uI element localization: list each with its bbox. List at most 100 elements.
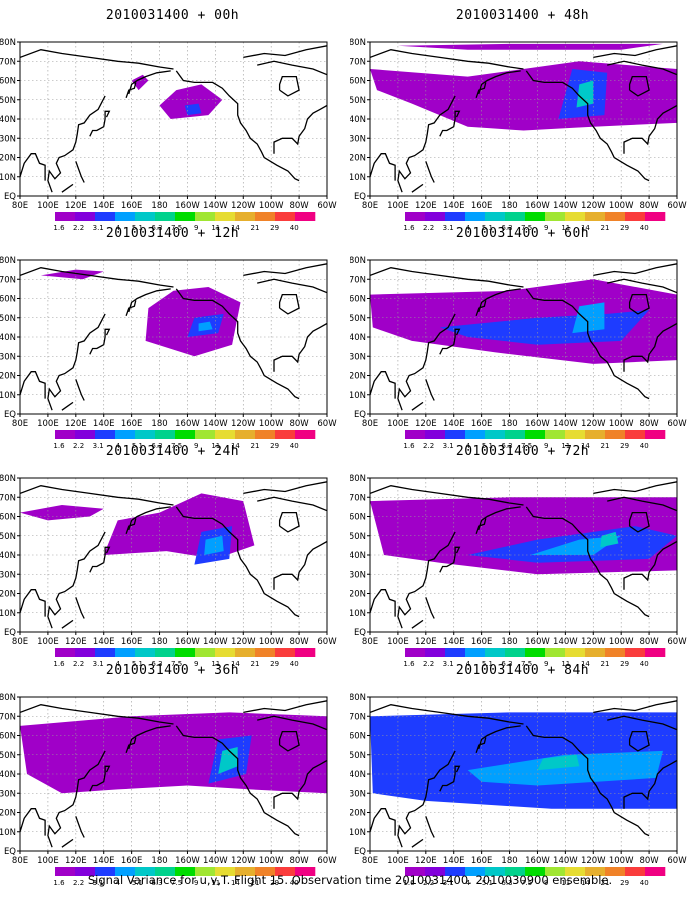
colorbar-swatch xyxy=(465,867,486,876)
coastline xyxy=(623,104,677,154)
colorbar-level-label: 5.1 xyxy=(132,660,143,668)
colorbar-level-label: 11 xyxy=(211,660,220,668)
colorbar-level-label: 9 xyxy=(194,224,198,232)
lat-tick-label: 50N xyxy=(0,314,16,324)
lat-tick-label: 60N xyxy=(350,732,366,742)
colorbar-swatch xyxy=(195,867,216,876)
lon-tick-label: 120W xyxy=(581,419,606,429)
coastline xyxy=(475,737,487,754)
colorbar-swatch xyxy=(215,212,236,221)
coastline xyxy=(628,730,650,752)
lon-tick-label: 140W xyxy=(553,856,578,866)
panel-title: 2010031400 + 24h xyxy=(105,444,240,459)
colorbar-level-label: 7.5 xyxy=(521,442,532,450)
lat-tick-label: 80N xyxy=(0,693,16,703)
colorbar-swatch xyxy=(645,867,666,876)
colorbar-swatch xyxy=(255,430,276,439)
coastline xyxy=(278,75,300,97)
map-plot: EQ 10N 20N 30N 40N 50N 60N 70N 80N 80E 100E 120E 140… xyxy=(350,693,687,887)
lon-tick-label: 60W xyxy=(667,856,687,866)
lon-tick-label: 120W xyxy=(581,637,606,647)
colorbar-swatch xyxy=(605,648,626,657)
lat-tick-label: EQ xyxy=(354,192,366,202)
colorbar-level-label: 5.1 xyxy=(482,879,493,887)
colorbar-level-label: 4 xyxy=(116,224,121,232)
coastline xyxy=(257,278,327,294)
colorbar-level-label: 2.2 xyxy=(423,224,434,232)
map-plot: EQ 10N 20N 30N 40N 50N 60N 70N 80N 80E 100E 120E 140… xyxy=(0,38,337,232)
lon-tick-label: 140E xyxy=(93,856,115,866)
coastline xyxy=(525,288,650,400)
colorbar-swatch xyxy=(485,430,506,439)
variance-shading xyxy=(159,84,223,119)
coastline xyxy=(61,183,74,193)
colorbar-level-label: 1.6 xyxy=(403,224,415,232)
coastline xyxy=(411,619,424,629)
colorbar-level-label: 5.1 xyxy=(482,224,493,232)
colorbar-swatch xyxy=(565,867,586,876)
coastline xyxy=(47,750,106,848)
colorbar-swatch xyxy=(445,867,466,876)
lat-tick-label: 60N xyxy=(0,732,16,742)
coastline xyxy=(128,70,171,95)
coastline xyxy=(128,725,171,750)
coastline xyxy=(47,313,106,411)
coastline xyxy=(61,619,74,629)
colorbar-level-label: 14 xyxy=(231,442,240,450)
lon-tick-label: 100E xyxy=(37,419,59,429)
colorbar-swatch xyxy=(195,648,216,657)
lat-tick-label: 70N xyxy=(350,275,366,285)
colorbar-swatch xyxy=(405,867,426,876)
lat-tick-label: 60N xyxy=(0,513,16,523)
coastline xyxy=(370,371,396,399)
colorbar-swatch xyxy=(135,212,156,221)
coastline xyxy=(525,506,650,618)
colorbar-level-label: 9 xyxy=(544,442,548,450)
coastline xyxy=(278,293,300,315)
lon-tick-label: 80W xyxy=(289,637,309,647)
colorbar-level-label: 7.5 xyxy=(171,879,182,887)
coastline xyxy=(525,725,650,837)
lon-tick-label: 80E xyxy=(12,201,28,211)
variance-shading xyxy=(198,321,213,332)
coastline xyxy=(20,808,46,836)
lon-tick-label: 160W xyxy=(525,637,550,647)
lon-tick-label: 140E xyxy=(443,637,465,647)
colorbar-level-label: 3.1 xyxy=(443,442,454,450)
lon-tick-label: 140W xyxy=(553,419,578,429)
lon-tick-label: 80E xyxy=(362,856,378,866)
coastline xyxy=(278,511,300,533)
lon-tick-label: 160W xyxy=(175,419,200,429)
lon-tick-label: 180 xyxy=(501,201,517,211)
colorbar-swatch xyxy=(135,648,156,657)
lat-tick-label: 70N xyxy=(350,57,366,67)
lon-tick-label: 140E xyxy=(443,856,465,866)
lat-tick-label: 10N xyxy=(350,391,366,401)
colorbar-swatch xyxy=(625,430,646,439)
colorbar-level-label: 14 xyxy=(231,879,240,887)
lon-tick-label: 60W xyxy=(317,637,337,647)
coastline xyxy=(628,293,650,315)
lat-tick-label: 40N xyxy=(0,551,16,561)
coastline xyxy=(20,153,46,181)
coastline xyxy=(61,838,74,848)
colorbar-level-label: 6.3 xyxy=(151,224,162,232)
colorbar-level-label: 3.1 xyxy=(443,660,454,668)
coastline xyxy=(593,481,677,495)
lat-tick-label: 80N xyxy=(0,474,16,484)
coastline xyxy=(125,518,137,535)
coastline xyxy=(397,750,456,848)
coastline xyxy=(20,267,174,288)
colorbar-swatch xyxy=(525,867,546,876)
coastline xyxy=(397,95,456,193)
coastline xyxy=(20,485,174,506)
colorbar-swatch xyxy=(75,430,96,439)
colorbar-swatch xyxy=(585,867,606,876)
colorbar-level-label: 5.1 xyxy=(482,660,493,668)
coastline xyxy=(607,278,677,294)
figure-caption: Signal Variance for u,v,T. Flight 15. Ob… xyxy=(87,873,613,887)
colorbar-swatch xyxy=(645,212,666,221)
colorbar-swatch xyxy=(405,648,426,657)
map-panel: 2010031400 + 72h EQ 10N 20N 30N 40N 50N 60N 70N 8… xyxy=(350,436,695,668)
lat-tick-label: 10N xyxy=(0,173,16,183)
